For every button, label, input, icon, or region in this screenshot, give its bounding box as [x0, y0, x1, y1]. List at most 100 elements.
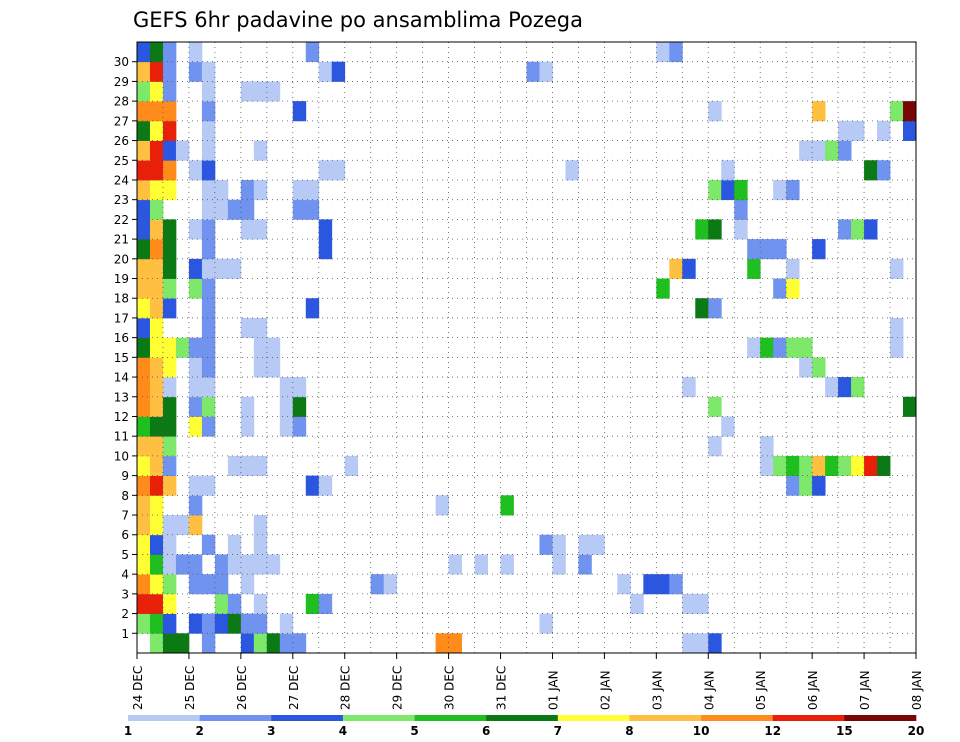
heatmap-cell	[682, 258, 696, 279]
heatmap-cell	[137, 120, 151, 141]
dotted-grid	[137, 42, 916, 653]
heatmap-cell	[227, 593, 242, 614]
heatmap-cell	[188, 396, 203, 417]
heatmap-cell	[137, 357, 151, 378]
heatmap-cell	[656, 278, 670, 299]
heatmap-cell	[137, 258, 151, 279]
heatmap-cell	[240, 199, 255, 220]
heatmap-cell	[162, 416, 177, 437]
heatmap-cell	[188, 61, 203, 82]
heatmap-cell	[137, 436, 151, 457]
y-tick-label: 10	[114, 449, 129, 463]
heatmap-cell	[162, 219, 177, 240]
y-tick-label: 8	[121, 489, 129, 503]
heatmap-cell	[201, 101, 216, 122]
heatmap-cell	[708, 298, 722, 319]
x-tick-label: 07 JAN	[858, 670, 872, 710]
heatmap-cell	[201, 377, 216, 398]
heatmap-cell	[591, 534, 605, 555]
heatmap-cell	[240, 396, 255, 417]
y-tick-label: 18	[114, 292, 129, 306]
heatmap-cell	[747, 337, 761, 358]
heatmap-cell	[240, 219, 255, 240]
heatmap-cell	[292, 101, 307, 122]
x-tick-label: 26 DEC	[235, 666, 249, 710]
heatmap-cell	[162, 160, 177, 181]
heatmap-cell	[760, 337, 774, 358]
y-tick-label: 3	[121, 587, 129, 601]
heatmap-cell	[812, 239, 826, 260]
heatmap-cell	[695, 298, 709, 319]
heatmap-cell	[552, 554, 566, 575]
colorbar-swatch	[557, 715, 630, 721]
heatmap-cell	[708, 101, 722, 122]
heatmap-cell	[773, 179, 787, 201]
heatmap-cell	[137, 298, 151, 319]
heatmap-cell	[137, 534, 151, 555]
x-tick-label: 29 DEC	[391, 666, 405, 710]
heatmap-cell	[149, 613, 164, 634]
heatmap-cell	[799, 475, 813, 496]
heatmap-cell	[162, 42, 177, 63]
heatmap-cell	[539, 61, 553, 82]
heatmap-cell	[318, 219, 333, 240]
x-tick-label: 24 DEC	[131, 666, 145, 710]
heatmap-cell	[682, 633, 696, 654]
heatmap-cell	[669, 574, 683, 595]
heatmap-cell	[474, 554, 488, 575]
heatmap-cell	[279, 613, 294, 634]
colorbar: 1 2 3 4 5 6 7 8 10 12 15 20	[124, 715, 925, 738]
heatmap-cell	[292, 179, 307, 201]
heatmap-cell	[137, 495, 151, 516]
heatmap-cell	[137, 416, 151, 437]
heatmap-cell	[253, 593, 268, 614]
heatmap-cell	[240, 179, 255, 201]
heatmap-cell	[851, 455, 865, 477]
heatmap-cell	[137, 455, 151, 477]
heatmap-cell	[201, 317, 216, 339]
heatmap-cell	[175, 337, 190, 358]
heatmap-cell	[162, 475, 177, 496]
heatmap-cell	[162, 613, 177, 634]
colorbar-label: 2	[195, 724, 203, 738]
heatmap-cell	[137, 613, 151, 634]
heatmap-cell	[695, 219, 709, 240]
y-tick-label: 21	[114, 233, 129, 247]
heatmap-cell	[838, 219, 852, 240]
heatmap-cell	[162, 120, 177, 141]
heatmap-cell	[162, 436, 177, 457]
heatmap-cell	[162, 179, 177, 201]
colorbar-label: 20	[908, 724, 925, 738]
heatmap-cell	[201, 534, 216, 555]
heatmap-cell	[201, 574, 216, 595]
heatmap-cell	[240, 455, 255, 477]
heatmap-cell	[812, 101, 826, 122]
heatmap-cell	[903, 396, 917, 417]
colorbar-label: 6	[482, 724, 490, 738]
heatmap-cell	[799, 337, 813, 358]
heatmap-cell	[695, 633, 709, 654]
heatmap-cell	[214, 199, 229, 220]
heatmap-cell	[188, 160, 203, 181]
heatmap-cell	[137, 61, 151, 82]
heatmap-cell	[149, 81, 164, 102]
heatmap-cell	[227, 258, 242, 279]
heatmap-cell	[305, 42, 320, 63]
heatmap-cell	[253, 219, 268, 240]
heatmap-cell	[149, 120, 164, 141]
heatmap-cell	[175, 554, 190, 575]
colorbar-label: 3	[267, 724, 275, 738]
heatmap-cell	[877, 455, 891, 477]
heatmap-cell	[201, 475, 216, 496]
colorbar-swatch	[844, 715, 917, 721]
heatmap-cell	[838, 455, 852, 477]
heatmap-cell	[227, 534, 242, 555]
heatmap-cell	[617, 574, 631, 595]
heatmap-cell	[708, 219, 722, 240]
heatmap-cell	[137, 140, 151, 161]
colorbar-swatch	[342, 715, 415, 721]
heatmap-cell	[188, 258, 203, 279]
heatmap-cell	[188, 554, 203, 575]
heatmap-cell	[149, 396, 164, 417]
heatmap-cell	[890, 258, 904, 279]
